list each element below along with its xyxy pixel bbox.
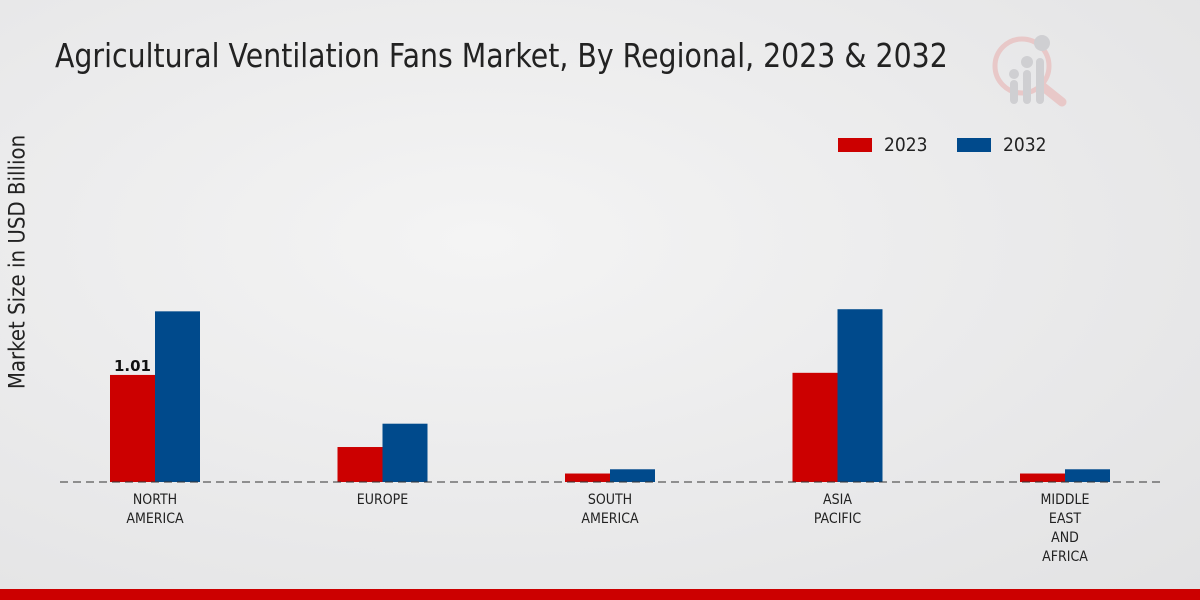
x-tick-label: EUROPE bbox=[357, 492, 408, 508]
x-tick-label: AMERICA bbox=[581, 511, 639, 527]
legend-label: 2023 bbox=[884, 134, 928, 156]
bar-2032-2 bbox=[610, 469, 655, 482]
bar-2023-4 bbox=[1020, 473, 1065, 482]
legend-item-2032: 2032 bbox=[957, 134, 1047, 156]
bar-2023-2 bbox=[565, 473, 610, 482]
legend-label: 2032 bbox=[1003, 134, 1047, 156]
legend-swatch-2032 bbox=[957, 138, 991, 152]
x-tick-label: PACIFIC bbox=[814, 511, 862, 527]
footer-bar bbox=[0, 589, 1200, 600]
brand-logo-icon bbox=[992, 35, 1067, 107]
x-tick-label: MIDDLE bbox=[1041, 492, 1090, 508]
bar-2023-0 bbox=[110, 374, 155, 482]
x-tick-label: AND bbox=[1051, 530, 1079, 546]
x-tick-label: EAST bbox=[1049, 511, 1082, 527]
bar-2023-1 bbox=[337, 447, 383, 482]
legend-item-2023: 2023 bbox=[838, 134, 928, 156]
bar-2023-3 bbox=[792, 372, 838, 482]
x-tick-label: NORTH bbox=[133, 492, 177, 508]
bar-2032-1 bbox=[382, 423, 428, 482]
data-label: 1.01 bbox=[114, 357, 151, 375]
bar-2032-3 bbox=[837, 309, 883, 482]
x-tick-label: AFRICA bbox=[1042, 549, 1088, 565]
x-tick-label: ASIA bbox=[823, 492, 852, 508]
bar-2032-4 bbox=[1065, 469, 1110, 482]
x-tick-label: SOUTH bbox=[588, 492, 632, 508]
bar-2032-0 bbox=[155, 311, 200, 482]
legend-swatch-2023 bbox=[838, 138, 872, 152]
x-tick-label: AMERICA bbox=[126, 511, 184, 527]
chart-title: Agricultural Ventilation Fans Market, By… bbox=[55, 36, 948, 75]
